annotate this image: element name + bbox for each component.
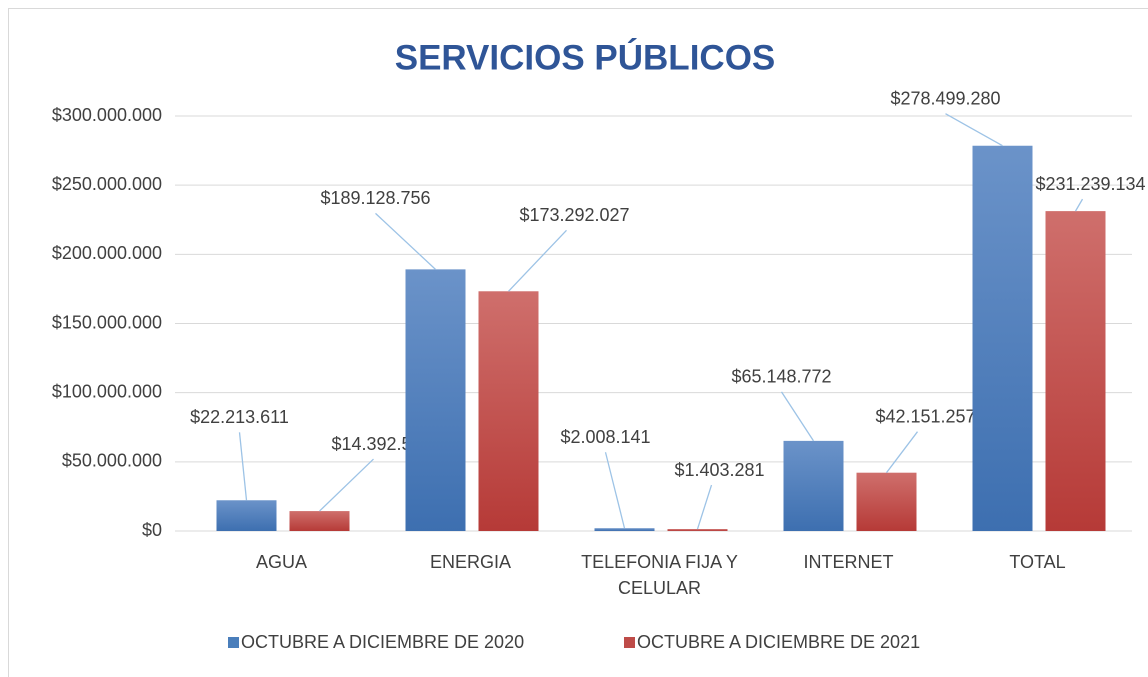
data-label: $42.151.257 (875, 406, 975, 426)
x-tick-label: TOTAL (1009, 552, 1066, 572)
data-label: $2.008.141 (560, 427, 650, 447)
chart-title: SERVICIOS PÚBLICOS (395, 37, 776, 77)
bar (972, 145, 1033, 531)
y-tick-label: $0 (142, 520, 162, 540)
x-tick-label: INTERNET (803, 552, 894, 572)
y-tick-label: $150.000.000 (52, 312, 162, 332)
y-tick-label: $50.000.000 (62, 451, 162, 471)
bar (667, 529, 728, 531)
chart-border (8, 8, 1148, 677)
leader-line (1074, 198, 1084, 212)
y-tick-label: $200.000.000 (52, 243, 162, 263)
data-label: $22.213.611 (190, 407, 289, 427)
data-label: $278.499.280 (890, 88, 1000, 108)
y-tick-label: $300.000.000 (52, 105, 162, 125)
bar (289, 511, 350, 531)
leader-line (238, 432, 248, 501)
bar (783, 440, 844, 531)
data-label: $231.239.134 (1035, 174, 1145, 194)
bar (856, 472, 917, 531)
legend-swatch (624, 637, 635, 648)
y-tick-label: $100.000.000 (52, 381, 162, 401)
leader-line (945, 113, 1003, 147)
bar (216, 500, 277, 531)
leader-line (375, 212, 436, 270)
leader-line (780, 391, 815, 442)
legend-label: OCTUBRE A DICIEMBRE DE 2020 (241, 632, 524, 652)
data-label: $189.128.756 (320, 188, 430, 208)
leader-line (508, 229, 567, 292)
x-tick-label: TELEFONIA FIJA Y CELULAR (581, 552, 738, 598)
leader-line (696, 484, 713, 530)
y-tick-label: $250.000.000 (52, 174, 162, 194)
bar (478, 291, 539, 531)
leader-line (885, 431, 919, 474)
bar (594, 528, 655, 531)
leader-line (319, 458, 374, 512)
data-label: $65.148.772 (731, 367, 831, 387)
x-tick-label: AGUA (255, 552, 307, 572)
data-label: $1.403.281 (674, 460, 764, 480)
bar (1045, 211, 1106, 531)
data-label: $173.292.027 (519, 205, 629, 225)
x-tick-label: ENERGIA (429, 552, 512, 572)
legend-swatch (228, 637, 239, 648)
leader-line (604, 452, 626, 529)
bar (405, 269, 466, 531)
legend-label: OCTUBRE A DICIEMBRE DE 2021 (637, 632, 920, 652)
